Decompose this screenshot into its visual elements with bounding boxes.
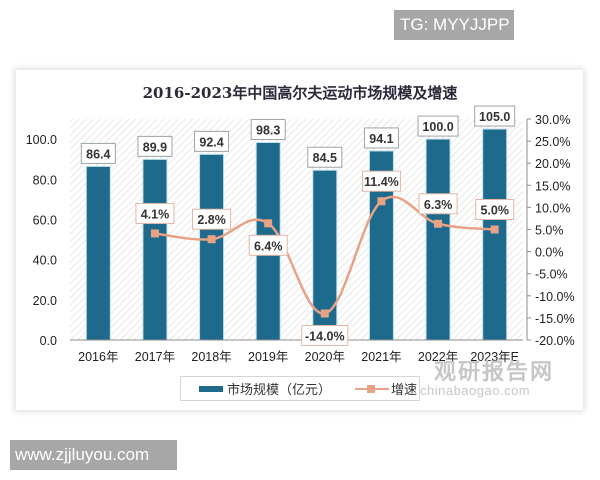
- left-tick-label: 0.0: [40, 334, 57, 348]
- growth-value-label-box: [475, 199, 515, 220]
- legend-item-market-size: 市场规模（亿元）: [181, 379, 331, 398]
- bar-value-label-box: [363, 127, 399, 149]
- x-axis: 2016年 2017年 2018年 2019年 2020年 2021年 2022年 2023年…: [70, 339, 523, 364]
- line-marker: [490, 225, 499, 234]
- bar: [85, 165, 111, 341]
- line-marker-swatch-icon: [355, 384, 390, 394]
- right-tick-label: 15.0%: [535, 179, 570, 193]
- left-tick-label: 100.0: [26, 133, 57, 147]
- growth-value-label: -14.0%: [305, 329, 345, 343]
- site-watermark-badge: www.zjjluyou.com: [10, 440, 177, 470]
- line-marker: [207, 235, 216, 244]
- bar-value-label: 92.4: [199, 135, 223, 149]
- right-tick-label: -5.0%: [535, 268, 568, 282]
- watermark-cn-text: 观研报告网: [434, 359, 555, 384]
- x-tick-label: 2018年: [191, 350, 231, 364]
- growth-value-label-box: [361, 170, 401, 192]
- left-tick-label: 20.0: [33, 294, 57, 308]
- line-marker: [320, 309, 329, 318]
- right-tick-label: 5.0%: [535, 224, 564, 238]
- right-axis: -20.0% -15.0% -10.0% -5.0% 0.0% 5.0% 10.0% 15.0…: [526, 113, 575, 348]
- right-tick-label: 10.0%: [535, 201, 570, 215]
- bar-value-label: 105.0: [479, 110, 510, 124]
- growth-value-label-box: [248, 234, 288, 256]
- chart-title: 2016-2023年中国高尔夫运动市场规模及增速: [142, 84, 458, 102]
- x-tick-label: 2017年: [135, 350, 175, 364]
- bar-swatch-icon: [199, 385, 223, 392]
- x-tick-label: 2019年: [248, 350, 288, 364]
- x-tick-label: 2022年: [418, 350, 458, 364]
- left-tick-label: 60.0: [33, 213, 57, 227]
- right-tick-label: 20.0%: [535, 157, 570, 171]
- line-marker: [150, 229, 159, 238]
- line-marker: [377, 197, 386, 206]
- right-tick-label: -15.0%: [535, 312, 575, 326]
- right-tick-label: -20.0%: [535, 334, 575, 348]
- left-tick-label: 40.0: [33, 254, 57, 268]
- bar-value-label: 84.5: [313, 151, 337, 165]
- right-tick-label: 25.0%: [535, 135, 570, 149]
- bar-value-label-box: [307, 146, 343, 168]
- x-tick-label: 2016年: [78, 350, 118, 364]
- legend-label-market-size: 市场规模（亿元）: [227, 382, 332, 397]
- bar-value-label-box: [137, 135, 173, 157]
- growth-value-label-box: [192, 208, 232, 230]
- bar: [482, 128, 508, 341]
- bar-value-label-box: [80, 142, 116, 164]
- chart-legend: 市场规模（亿元） 增速: [180, 376, 420, 401]
- growth-value-label-box: [135, 202, 175, 224]
- growth-value-label: 6.3%: [424, 198, 453, 212]
- growth-value-label-box: [301, 324, 349, 346]
- bar: [199, 153, 225, 341]
- x-tick-label: 2020年: [305, 350, 345, 364]
- watermark-en-text: chinabaogao.com: [420, 383, 531, 398]
- x-tick-label: 2021年: [361, 350, 401, 364]
- bar-value-label-box: [417, 115, 459, 137]
- growth-value-label: 11.4%: [364, 175, 399, 189]
- bar: [142, 158, 168, 341]
- bar-value-label: 94.1: [369, 132, 393, 146]
- right-tick-label: -10.0%: [535, 290, 575, 304]
- telegram-watermark-badge: TG: MYYJJPP: [394, 10, 514, 40]
- line-marker: [434, 219, 443, 228]
- bar: [425, 138, 451, 341]
- x-tick-label: 2023年E: [470, 350, 519, 364]
- left-axis: 0.0 20.0 40.0 60.0 80.0 100.0: [26, 133, 57, 348]
- bar-value-label: 89.9: [143, 140, 167, 154]
- bar-value-label-box: [250, 119, 286, 141]
- growth-value-label: 2.8%: [197, 213, 226, 227]
- bar-value-label-box: [474, 105, 516, 127]
- bar-value-label: 100.0: [422, 120, 453, 134]
- chinabaogao-watermark: 观研报告网 chinabaogao.com: [420, 360, 554, 398]
- legend-label-growth: 增速: [391, 382, 418, 397]
- growth-value-label: 5.0%: [480, 204, 509, 218]
- growth-value-label: 4.1%: [141, 207, 170, 221]
- bar-value-label-box: [194, 130, 230, 152]
- right-tick-label: 0.0%: [535, 246, 564, 260]
- growth-value-label: 6.4%: [254, 239, 283, 253]
- right-tick-label: 30.0%: [535, 113, 570, 127]
- legend-item-growth: 增速: [331, 379, 417, 398]
- growth-value-label-box: [418, 193, 458, 215]
- bar-value-label: 86.4: [86, 147, 110, 161]
- line-series-growth: [150, 195, 499, 318]
- bar-value-label: 98.3: [256, 124, 280, 138]
- left-tick-label: 80.0: [33, 173, 57, 187]
- line-marker: [264, 219, 273, 228]
- data-labels: 86.4 89.9 92.4 98.3 84.5 94.1 100.0 105.0 4.1% 2.…: [80, 105, 516, 346]
